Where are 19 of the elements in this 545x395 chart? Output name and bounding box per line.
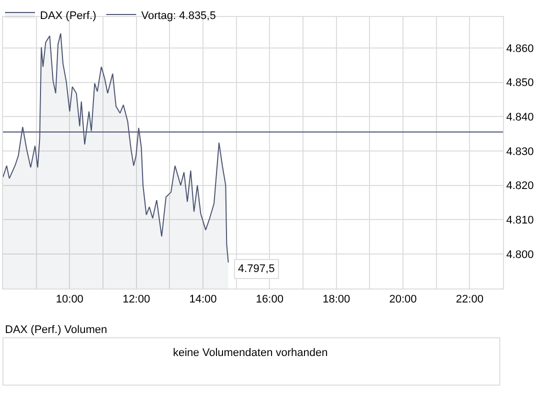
x-tick-label: 18:00 bbox=[322, 294, 350, 306]
y-tick-label: 4.840 bbox=[506, 111, 534, 124]
x-tick-label: 14:00 bbox=[189, 294, 217, 306]
y-tick-label: 4.830 bbox=[506, 146, 534, 158]
y-tick-label: 4.810 bbox=[506, 214, 534, 227]
y-tick-label: 4.800 bbox=[506, 248, 534, 261]
legend-label: DAX (Perf.) bbox=[40, 10, 96, 22]
y-tick-label: 4.860 bbox=[506, 42, 534, 55]
y-tick-label: 4.820 bbox=[506, 180, 534, 192]
x-tick-label: 16:00 bbox=[256, 294, 284, 306]
x-tick-label: 10:00 bbox=[56, 294, 84, 306]
annotation: 4.797,5 bbox=[238, 263, 275, 275]
x-tick-label: 22:00 bbox=[456, 294, 484, 306]
x-tick-label: 12:00 bbox=[122, 294, 150, 306]
legend-label: Vortag: 4.835,5 bbox=[141, 10, 216, 22]
text: keine Volumendaten vorhanden bbox=[173, 347, 328, 359]
text: DAX (Perf.) Volumen bbox=[5, 324, 108, 336]
y-tick-label: 4.850 bbox=[506, 77, 534, 90]
x-tick-label: 20:00 bbox=[389, 294, 417, 306]
